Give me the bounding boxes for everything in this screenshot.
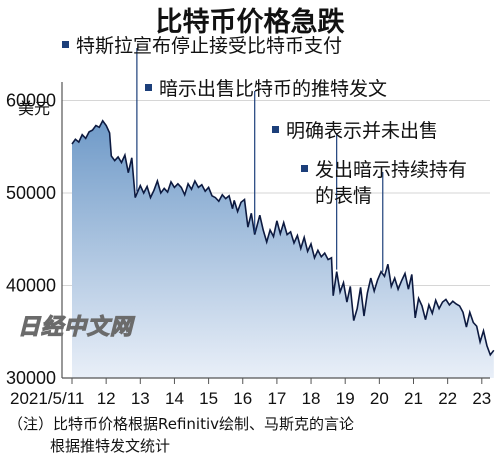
annotation-2: 暗示出售比特币的推特发文 xyxy=(145,78,387,100)
y-tick-label: 30000 xyxy=(6,368,56,388)
annotation-marker xyxy=(272,126,279,133)
x-tick-label: 17 xyxy=(267,389,286,408)
y-axis-unit: 美元 xyxy=(18,99,50,118)
x-tick-label: 15 xyxy=(199,389,218,408)
x-tick-label: 22 xyxy=(438,389,457,408)
watermark: 日经中文网 xyxy=(18,314,135,340)
annotation-marker xyxy=(301,165,308,172)
footnote-line-1: （注）比特币价格根据Refinitiv绘制、马斯克的言论 xyxy=(8,415,354,433)
x-tick-label: 16 xyxy=(233,389,252,408)
annotation-1: 特斯拉宣布停止接受比特币支付 xyxy=(62,35,342,57)
annotation-leaders xyxy=(136,48,384,272)
x-tick-label: 13 xyxy=(131,389,150,408)
footnote-line-2: 根据推特发文统计 xyxy=(50,437,170,455)
annotation-label: 特斯拉宣布停止接受比特币支付 xyxy=(76,35,342,57)
x-tick-label: 12 xyxy=(97,389,116,408)
x-axis-ticks: 2021/5/11 12 13 14 15 16 17 18 19 20 21 22 23 xyxy=(10,378,491,408)
annotation-4: 发出暗示持续持有 的表情 xyxy=(301,159,467,207)
price-line xyxy=(71,119,495,357)
annotation-marker xyxy=(62,41,69,48)
y-axis-ticks: 60000 50000 40000 30000 xyxy=(6,91,56,389)
x-tick-label: 18 xyxy=(302,389,321,408)
chart-title: 比特币价格急跌 xyxy=(156,6,345,38)
x-tick-label: 19 xyxy=(336,389,355,408)
annotation-label-line2: 的表情 xyxy=(315,185,372,207)
x-tick-label: 14 xyxy=(165,389,184,408)
annotation-marker xyxy=(145,84,152,91)
annotation-label: 发出暗示持续持有 xyxy=(315,159,467,181)
y-tick-label: 60000 xyxy=(6,91,56,111)
x-tick-label: 2021/5/11 xyxy=(10,389,84,408)
x-tick-label: 23 xyxy=(472,389,491,408)
annotation-label: 暗示出售比特币的推特发文 xyxy=(159,78,387,100)
x-tick-label: 20 xyxy=(370,389,389,408)
y-tick-label: 40000 xyxy=(6,276,56,296)
annotation-3: 明确表示并未出售 xyxy=(272,120,438,142)
x-tick-label: 21 xyxy=(404,389,423,408)
annotation-label: 明确表示并未出售 xyxy=(286,120,438,142)
y-tick-label: 50000 xyxy=(6,183,56,203)
